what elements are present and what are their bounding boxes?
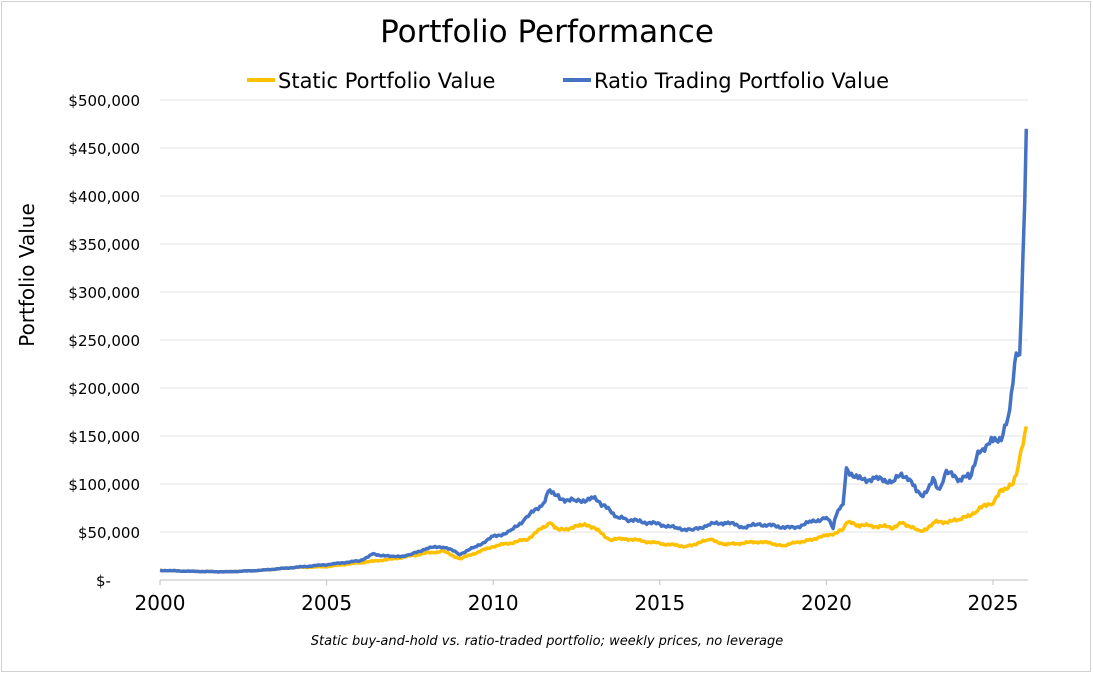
legend-label-static: Static Portfolio Value xyxy=(278,69,495,93)
y-tick-label: $300,000 xyxy=(68,284,140,302)
x-tick-label: 2005 xyxy=(301,591,352,615)
y-tick-label: $- xyxy=(96,572,111,590)
legend-label-ratio: Ratio Trading Portfolio Value xyxy=(594,69,889,93)
y-tick-label: $100,000 xyxy=(68,476,140,494)
legend: Static Portfolio Value Ratio Trading Por… xyxy=(247,69,889,93)
y-tick-label: $50,000 xyxy=(78,524,140,542)
x-tick-label: 2015 xyxy=(634,591,685,615)
y-tick-label: $150,000 xyxy=(68,428,140,446)
x-tick-label: 2000 xyxy=(135,591,186,615)
y-tick-label: $200,000 xyxy=(68,380,140,398)
x-tick-label: 2025 xyxy=(968,591,1019,615)
x-tick-label: 2010 xyxy=(468,591,519,615)
y-tick-label: $450,000 xyxy=(68,140,140,158)
series-line-ratio xyxy=(159,128,1029,574)
y-tick-label: $500,000 xyxy=(68,92,140,110)
y-tick-label: $400,000 xyxy=(68,188,140,206)
y-axis-label: Portfolio Value xyxy=(15,203,39,347)
chart-caption: Static buy-and-hold vs. ratio-traded por… xyxy=(311,634,784,649)
y-tick-label: $350,000 xyxy=(68,236,140,254)
y-tick-label: $250,000 xyxy=(68,332,140,350)
x-tick-label: 2020 xyxy=(801,591,852,615)
chart-title: Portfolio Performance xyxy=(380,14,714,50)
